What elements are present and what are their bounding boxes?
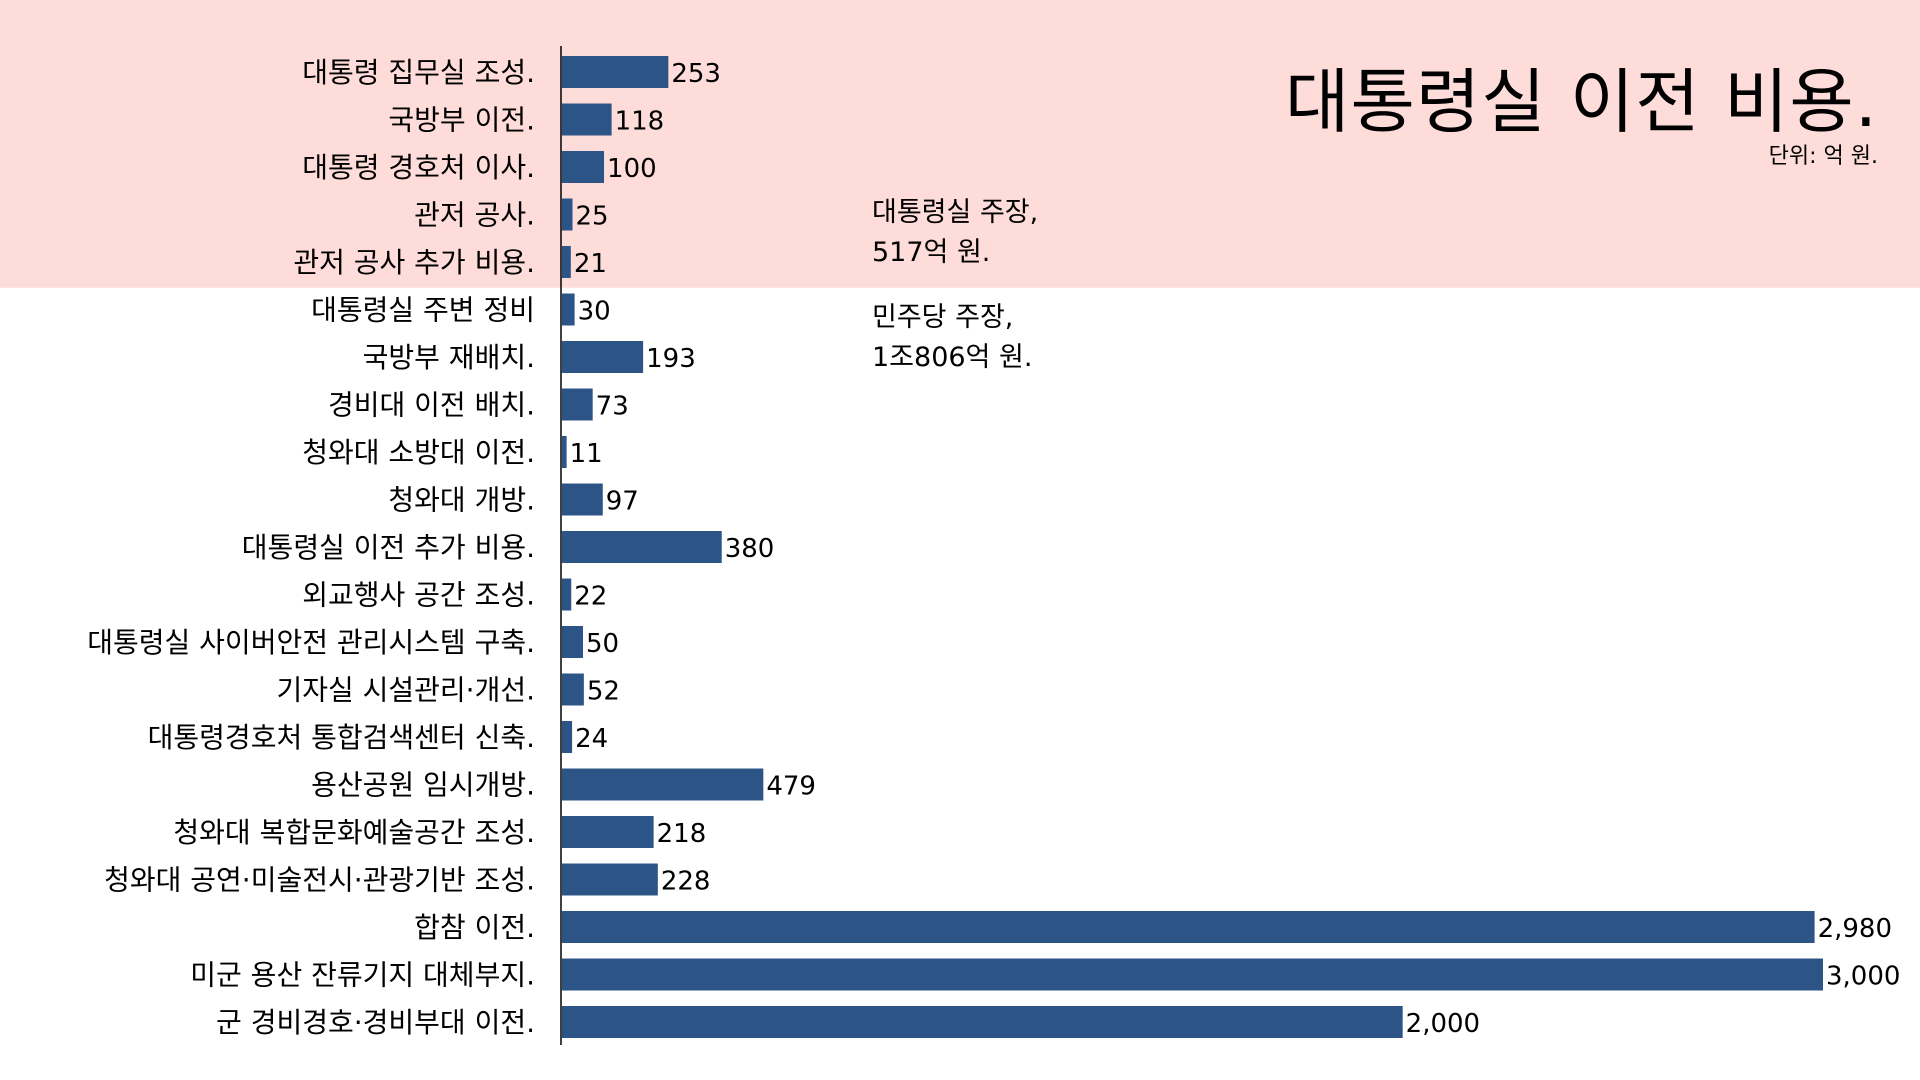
- value-label: 52: [587, 677, 620, 707]
- value-label: 2,980: [1818, 914, 1892, 944]
- category-label: 대통령 경호처 이사.: [302, 151, 535, 184]
- bar: [562, 246, 571, 278]
- value-label: 2,000: [1406, 1009, 1480, 1039]
- chart-title: 대통령실 이전 비용.: [1285, 61, 1878, 143]
- bar: [562, 816, 654, 848]
- bar: [562, 436, 567, 468]
- category-label: 대통령실 주변 정비: [311, 294, 535, 327]
- category-label: 관저 공사.: [414, 199, 535, 232]
- office-claim-line1: 대통령실 주장,: [872, 197, 1039, 228]
- bar: [562, 56, 669, 88]
- value-label: 11: [570, 439, 603, 469]
- bar: [562, 531, 722, 563]
- bar: [562, 341, 644, 373]
- category-label: 대통령실 사이버안전 관리시스템 구축.: [87, 626, 535, 659]
- category-label: 외교행사 공간 조성.: [302, 579, 535, 612]
- category-label: 관저 공사 추가 비용.: [293, 246, 535, 279]
- category-label: 국방부 이전.: [388, 104, 535, 137]
- category-label: 대통령경호처 통합검색센터 신축.: [148, 721, 535, 754]
- category-label: 경비대 이전 배치.: [328, 389, 535, 422]
- bar: [562, 863, 658, 896]
- value-label: 97: [606, 487, 639, 517]
- value-label: 3,000: [1826, 962, 1900, 992]
- bar: [562, 103, 612, 136]
- category-label: 대통령실 이전 추가 비용.: [242, 531, 535, 564]
- bar: [562, 626, 584, 658]
- value-label: 50: [586, 629, 619, 659]
- bar: [562, 673, 584, 706]
- office-claim-note: 대통령실 주장, 517억 원.: [872, 193, 1038, 273]
- category-label: 청와대 개방.: [388, 484, 535, 517]
- bar: [562, 578, 572, 611]
- office-claim-line2: 517억 원.: [872, 237, 991, 268]
- category-label: 대통령 집무실 조성.: [302, 56, 535, 89]
- category-label: 미군 용산 잔류기지 대체부지.: [190, 959, 535, 992]
- value-label: 30: [578, 297, 611, 327]
- category-label: 군 경비경호·경비부대 이전.: [216, 1006, 535, 1039]
- bar: [562, 721, 573, 753]
- value-label: 380: [725, 534, 775, 564]
- value-label: 479: [766, 772, 816, 802]
- bar: [562, 1006, 1403, 1038]
- category-label: 합참 이전.: [414, 911, 535, 944]
- value-label: 100: [607, 154, 657, 184]
- value-label: 24: [575, 724, 608, 754]
- bars: 대통령 집무실 조성. 253 국방부 이전. 118 대통령 경호처 이사. 100 관저…: [87, 56, 1900, 1039]
- category-label: 청와대 복합문화예술공간 조성.: [173, 816, 535, 849]
- unit-label: 단위: 억 원.: [1768, 144, 1878, 169]
- value-label: 253: [671, 59, 721, 89]
- value-label: 118: [615, 107, 665, 137]
- bar: [562, 198, 573, 231]
- bar: [562, 958, 1823, 991]
- category-label: 청와대 공연·미술전시·관광기반 조성.: [104, 864, 535, 897]
- bar: [562, 151, 605, 183]
- value-label: 21: [574, 249, 607, 279]
- category-label: 용산공원 임시개방.: [311, 769, 535, 802]
- category-label: 국방부 재배치.: [363, 341, 535, 374]
- bar: [562, 483, 603, 516]
- dp-claim-note: 민주당 주장, 1조806억 원.: [872, 298, 1032, 378]
- bar: [562, 911, 1815, 943]
- category-label: 청와대 소방대 이전.: [302, 436, 535, 469]
- dp-claim-line2: 1조806억 원.: [872, 342, 1033, 373]
- dp-claim-line1: 민주당 주장,: [872, 302, 1014, 333]
- value-label: 228: [661, 867, 711, 897]
- bar: [562, 768, 764, 801]
- value-label: 25: [576, 202, 609, 232]
- bar: [562, 293, 575, 326]
- value-label: 22: [574, 582, 607, 612]
- value-label: 218: [657, 819, 707, 849]
- highlight-band: [0, 0, 1920, 288]
- value-label: 193: [646, 344, 696, 374]
- value-label: 73: [596, 392, 629, 422]
- category-label: 기자실 시설관리·개선.: [276, 674, 535, 707]
- bar: [562, 388, 593, 421]
